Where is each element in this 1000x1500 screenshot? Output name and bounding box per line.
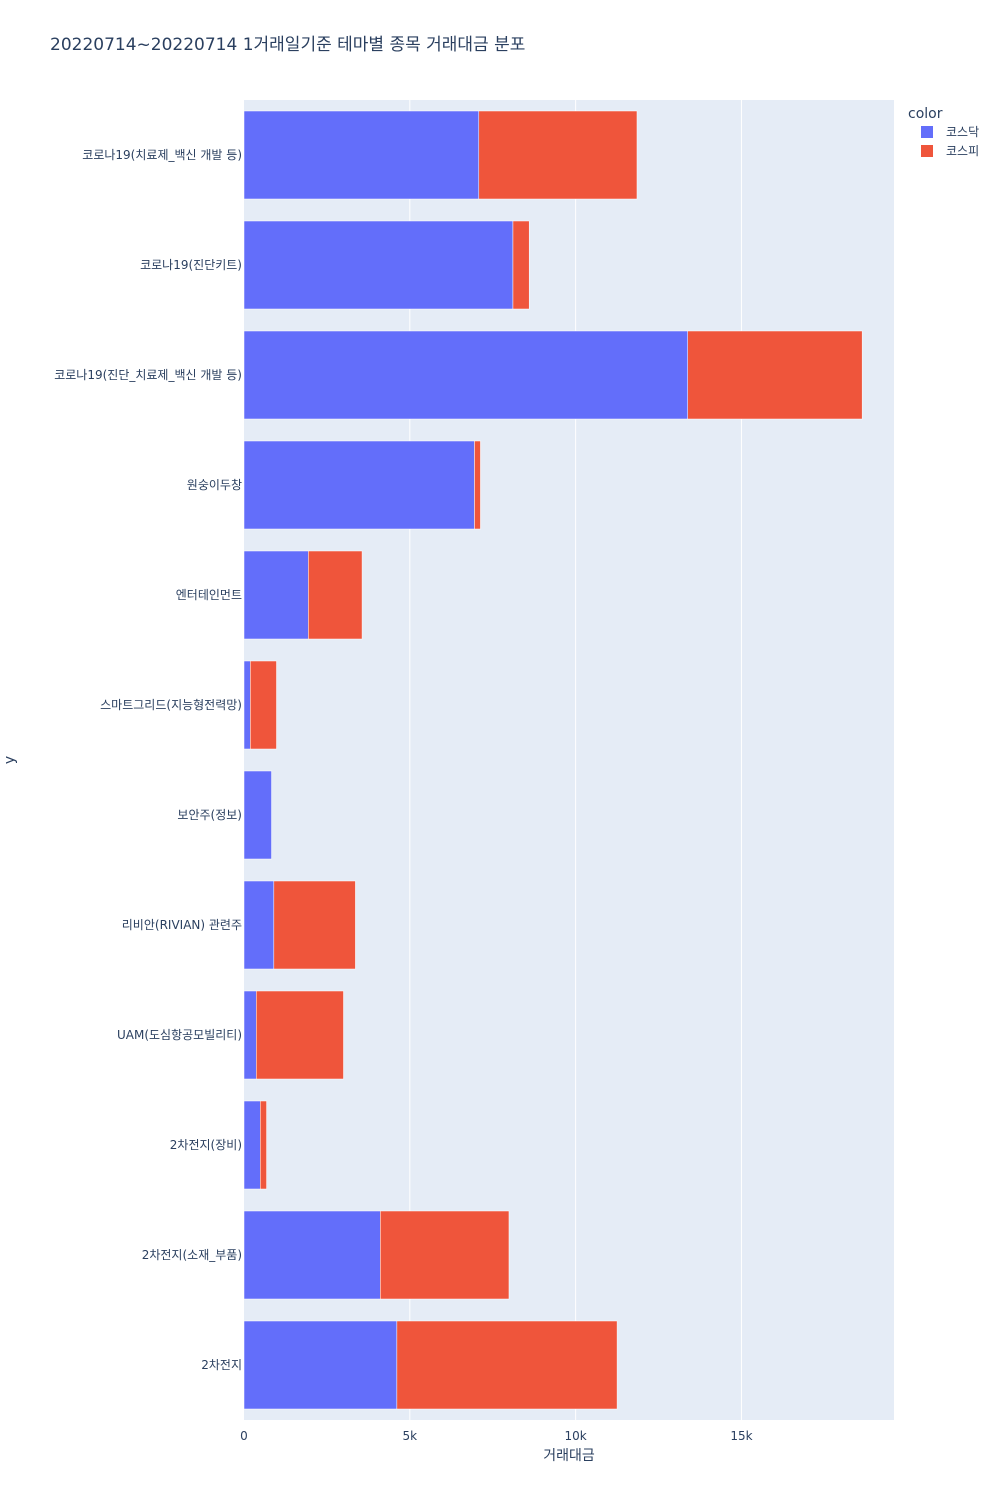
bar-segment [243,110,480,200]
y-tick-label: 보안주(정보) [177,808,242,822]
bar-segment [273,880,356,970]
y-tick-labels: 코로나19(치료제_백신 개발 등) 코로나19(진단키트) 코로나19(진단_치료… [54,148,242,1372]
legend-label: 코스피 [946,144,979,158]
x-axis-title: 거래대금 [543,1448,595,1464]
bar-segment [243,220,514,310]
bar-segment [396,1320,618,1410]
legend-swatch [921,145,933,157]
bar-segment [687,330,863,420]
bar-segment [243,440,475,530]
x-tick-labels: 0 5k 10k 15k [240,1429,752,1443]
bar-segment [380,1210,510,1300]
y-tick-label: 2차전지(소재_부품) [142,1248,242,1262]
bar-segment [478,110,638,200]
y-axis-title: y [2,756,18,764]
y-tick-label: UAM(도심항공모빌리티) [117,1028,242,1042]
y-tick-label: 엔터테인먼트 [176,588,242,602]
bar-segment [243,1320,398,1410]
bar-segment [250,660,277,750]
y-tick-label: 스마트그리드(지능형전력망) [100,698,242,712]
bar-segment [474,440,481,530]
x-tick-label: 5k [403,1429,418,1443]
bar-segment [243,1210,381,1300]
bar-segment [308,550,363,640]
legend-swatch [921,126,933,138]
x-tick-label: 15k [730,1429,752,1443]
bar-segment [260,1100,267,1190]
y-tick-label: 코로나19(치료제_백신 개발 등) [82,148,242,162]
bars [243,110,863,1410]
y-tick-label: 2차전지(장비) [170,1138,242,1152]
bar-segment [243,330,688,420]
bar-segment [256,990,344,1080]
bar-segment [243,770,272,860]
y-tick-label: 코로나19(진단_치료제_백신 개발 등) [54,368,242,382]
legend-title: color [908,106,943,122]
y-tick-label: 2차전지 [201,1358,242,1372]
plot-area [244,100,894,1420]
gridlines [409,100,742,1420]
bar-segment [243,880,275,970]
bar-segment [243,660,251,750]
y-tick-label: 코로나19(진단키트) [140,258,242,272]
chart-title: 20220714~20220714 1거래일기준 테마별 종목 거래대금 분포 [50,35,525,55]
y-tick-label: 리비안(RIVIAN) 관련주 [122,918,242,932]
x-tick-label: 10k [565,1429,587,1443]
x-tick-label: 0 [240,1429,248,1443]
bar-segment [243,990,257,1080]
bar-segment [243,1100,261,1190]
bar-segment [243,550,309,640]
bar-segment [512,220,530,310]
legend-label: 코스닥 [946,125,979,139]
y-tick-label: 원숭이두창 [187,478,242,492]
